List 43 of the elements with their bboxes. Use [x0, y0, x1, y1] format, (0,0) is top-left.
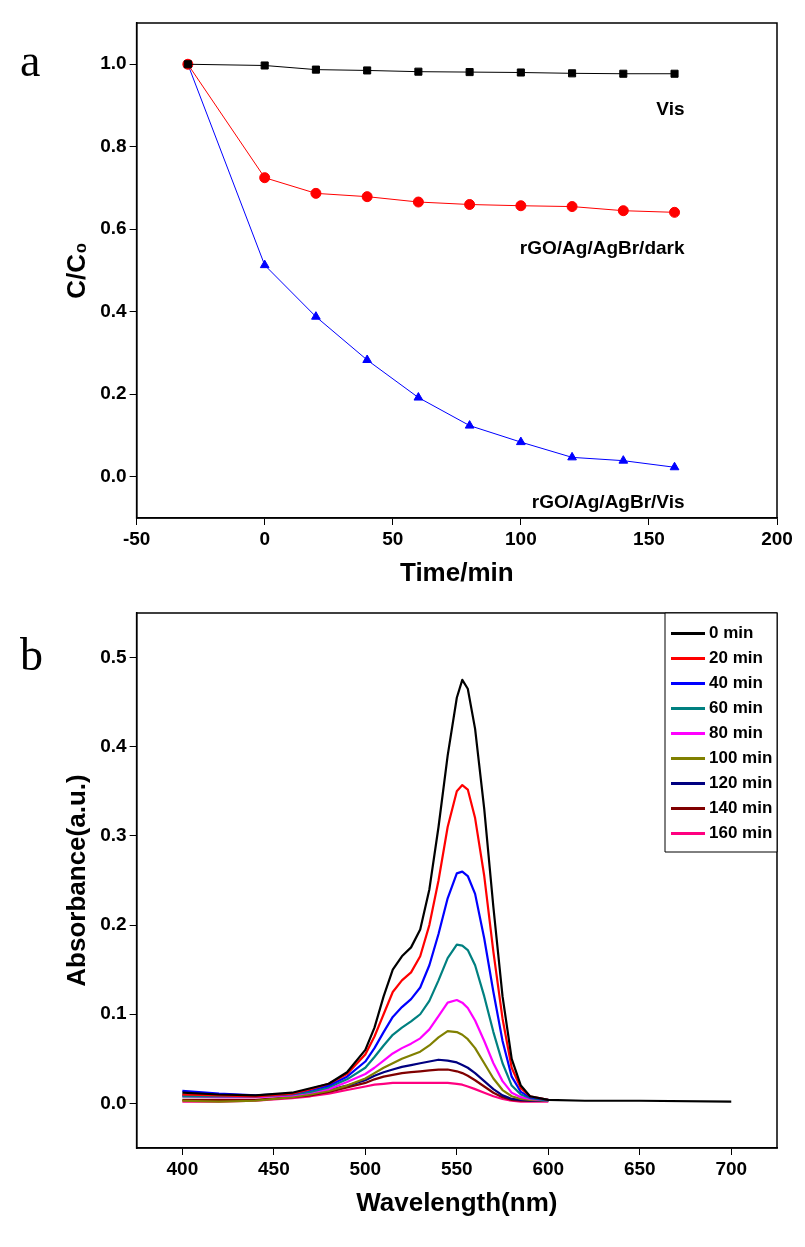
series-label: rGO/Ag/AgBr/dark	[519, 236, 685, 258]
x-axis-title: Time/min	[399, 556, 514, 587]
x-tick-label: 450	[257, 1157, 290, 1179]
y-tick-label: 0.0	[100, 464, 127, 486]
series-label: Vis	[656, 97, 685, 119]
x-tick-label: 150	[633, 527, 665, 549]
y-tick-label: 0.3	[100, 824, 127, 846]
legend-label: 160 min	[709, 823, 773, 843]
y-tick-label: 0.4	[100, 299, 128, 321]
legend-label: 80 min	[709, 723, 763, 743]
series-label: rGO/Ag/AgBr/Vis	[531, 491, 685, 513]
y-tick-label: 0.5	[100, 645, 128, 667]
text: a	[20, 35, 41, 87]
x-tick-label: 600	[532, 1157, 565, 1179]
y-tick-label: 0.8	[100, 134, 127, 156]
x-tick-label: 200	[761, 527, 793, 549]
y-tick-label: 0.6	[100, 217, 127, 239]
legend-label: 60 min	[709, 698, 763, 718]
x-tick-label: 50	[382, 527, 404, 549]
x-tick-label: 400	[166, 1157, 199, 1179]
legend-label: 140 min	[709, 798, 773, 818]
x-tick-label: 550	[440, 1157, 473, 1179]
y-tick-label: 0.2	[100, 913, 127, 935]
x-tick-label: 0	[259, 527, 270, 549]
y-tick-label: 0.0	[100, 1091, 127, 1113]
y-axis-title: Absorbance(a.u.)	[60, 774, 91, 987]
text: b	[20, 628, 43, 680]
y-tick-label: 0.2	[100, 382, 127, 404]
legend-label: 0 min	[709, 623, 754, 643]
legend-label: 120 min	[709, 773, 773, 793]
x-tick-label: 100	[504, 527, 537, 549]
y-tick-label: 1.0	[100, 52, 127, 74]
y-tick-label: 0.1	[100, 1002, 128, 1024]
y-tick-label: 0.4	[100, 734, 128, 756]
legend-label: 20 min	[709, 648, 763, 668]
x-tick-label: 700	[715, 1157, 748, 1179]
x-tick-label: -50	[122, 527, 151, 549]
y-axis-title: C/C₀	[60, 242, 91, 299]
x-tick-label: 650	[623, 1157, 656, 1179]
x-axis-title: Wavelength(nm)	[356, 1186, 558, 1217]
legend-label: 100 min	[709, 748, 773, 768]
x-tick-label: 500	[349, 1157, 382, 1179]
legend-label: 40 min	[709, 673, 763, 693]
